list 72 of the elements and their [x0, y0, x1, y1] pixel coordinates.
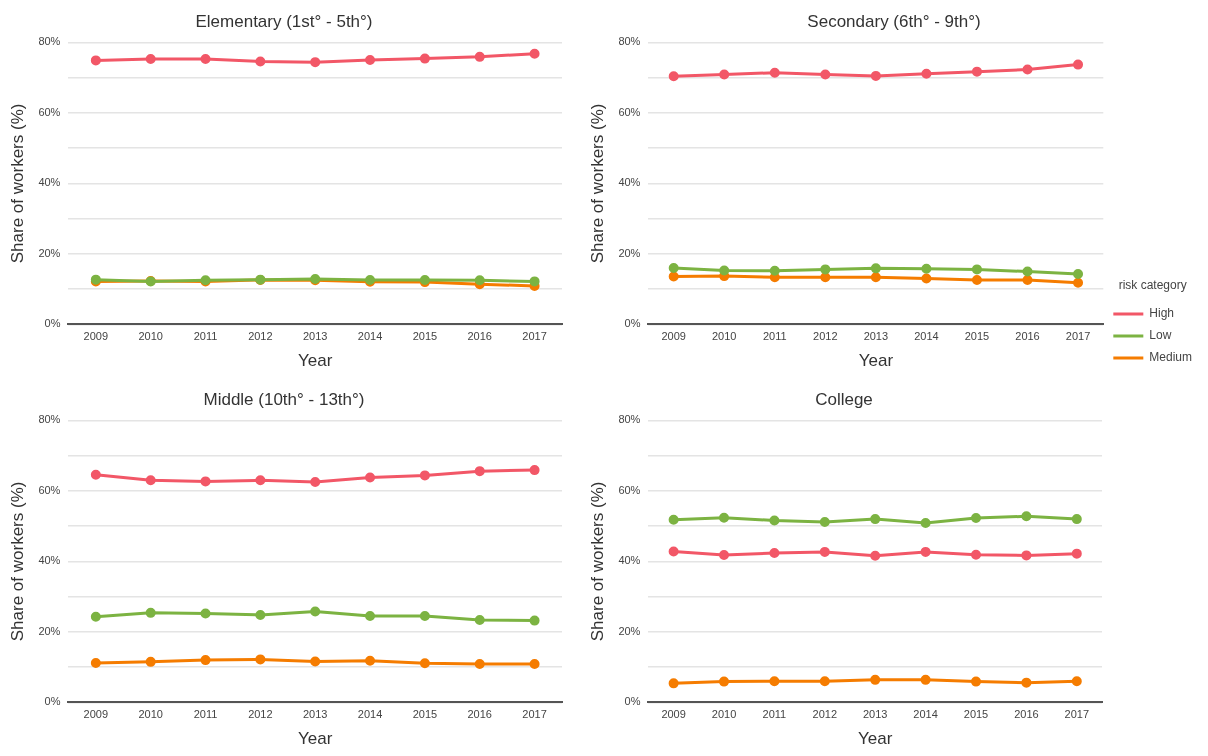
x-tick-label: 2011 — [193, 330, 218, 343]
x-tick-label: 2011 — [762, 330, 787, 343]
y-tick-label: 0% — [624, 695, 641, 708]
x-tick-label: 2015 — [412, 708, 438, 721]
x-tick-label: 2010 — [711, 330, 737, 343]
x-tick-label: 2009 — [661, 708, 686, 721]
legend-label: High — [1149, 306, 1175, 321]
x-tick-label: 2017 — [522, 330, 547, 343]
y-tick-label: 60% — [38, 105, 61, 118]
x-tick-label: 2010 — [711, 708, 737, 721]
x-tick-label: 2009 — [661, 330, 686, 343]
x-tick-label: 2014 — [357, 330, 383, 343]
x-tick-label: 2012 — [248, 330, 273, 343]
x-tick-label: 2010 — [138, 708, 163, 721]
x-tick-label: 2015 — [963, 708, 989, 721]
y-tick-label: 0% — [44, 317, 61, 330]
y-tick-label: 60% — [618, 483, 641, 496]
x-tick-label: 2012 — [813, 330, 838, 343]
chart-title: College — [815, 389, 873, 409]
x-tick-label: 2009 — [83, 708, 109, 721]
x-tick-label: 2014 — [914, 330, 939, 343]
x-tick-label: 2016 — [467, 330, 492, 343]
x-tick-label: 2016 — [467, 708, 492, 721]
chart-title: Elementary (1st° - 5th°) — [195, 11, 373, 31]
x-tick-label: 2011 — [193, 708, 218, 721]
x-tick-label: 2017 — [1065, 330, 1091, 343]
y-tick-label: 20% — [618, 246, 641, 259]
x-tick-label: 2010 — [138, 330, 163, 343]
x-tick-label: 2013 — [863, 330, 889, 343]
y-tick-label: 20% — [38, 624, 61, 637]
x-tick-label: 2014 — [357, 708, 383, 721]
y-tick-label: 80% — [618, 413, 641, 426]
legend-label: Low — [1149, 328, 1172, 343]
x-tick-label: 2017 — [522, 708, 547, 721]
x-axis-title: Year — [298, 729, 333, 749]
y-axis-title: Share of workers (%) — [7, 103, 27, 264]
y-axis-title: Share of workers (%) — [7, 481, 27, 642]
x-tick-label: 2016 — [1014, 708, 1039, 721]
x-axis-title: Year — [858, 729, 893, 749]
y-tick-label: 60% — [38, 483, 61, 496]
legend-title: risk category — [1118, 277, 1187, 292]
x-tick-label: 2011 — [762, 708, 787, 721]
x-tick-label: 2013 — [862, 708, 888, 721]
x-tick-label: 2013 — [302, 330, 328, 343]
y-tick-label: 80% — [618, 35, 641, 48]
y-tick-label: 80% — [38, 413, 61, 426]
x-tick-label: 2012 — [812, 708, 838, 721]
y-axis-title: Share of workers (%) — [587, 103, 607, 264]
x-tick-label: 2014 — [913, 708, 938, 721]
y-tick-label: 20% — [38, 246, 61, 259]
y-tick-label: 0% — [624, 317, 641, 330]
y-tick-label: 0% — [44, 695, 61, 708]
x-tick-label: 2015 — [964, 330, 990, 343]
y-tick-label: 40% — [618, 176, 641, 189]
chart-title: Middle (10th° - 13th°) — [203, 389, 365, 409]
y-axis-title: Share of workers (%) — [587, 481, 607, 642]
x-tick-label: 2015 — [412, 330, 438, 343]
y-tick-label: 20% — [618, 624, 641, 637]
legend-label: Medium — [1149, 350, 1193, 365]
chart-title: Secondary (6th° - 9th°) — [807, 11, 981, 31]
x-tick-label: 2009 — [83, 330, 109, 343]
y-tick-label: 80% — [38, 35, 61, 48]
x-tick-label: 2017 — [1064, 708, 1090, 721]
x-tick-label: 2013 — [302, 708, 328, 721]
y-tick-label: 60% — [618, 105, 641, 118]
y-tick-label: 40% — [38, 554, 61, 567]
y-tick-label: 40% — [618, 554, 641, 567]
y-tick-label: 40% — [38, 176, 61, 189]
x-axis-title: Year — [858, 351, 894, 371]
x-tick-label: 2016 — [1015, 330, 1040, 343]
x-axis-title: Year — [298, 351, 333, 371]
x-tick-label: 2012 — [248, 708, 273, 721]
